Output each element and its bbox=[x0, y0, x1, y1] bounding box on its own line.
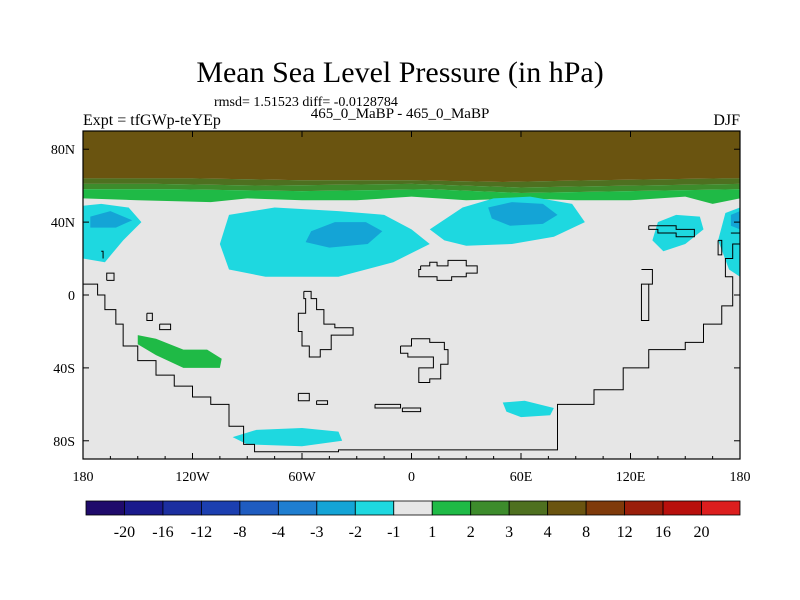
colorbar-swatch bbox=[85, 500, 125, 516]
colorbar-label: -4 bbox=[272, 524, 285, 541]
coastline-13 bbox=[640, 268, 653, 322]
plot-area bbox=[82, 130, 741, 460]
coastline-6 bbox=[297, 392, 310, 402]
colorbar-swatch bbox=[701, 500, 741, 516]
colorbar-swatch bbox=[162, 500, 202, 516]
y-tick-label: 0 bbox=[68, 289, 75, 304]
x-tick-label: 180 bbox=[730, 470, 751, 485]
coastline-0 bbox=[106, 272, 115, 281]
coastline-1 bbox=[101, 250, 104, 259]
coastline-10 bbox=[418, 259, 478, 281]
x-tick-label: 120E bbox=[616, 470, 646, 485]
region-s-atlantic-low bbox=[232, 428, 343, 447]
colorbar-label: -16 bbox=[152, 524, 173, 541]
coastline-2 bbox=[83, 243, 740, 453]
coastline-5 bbox=[297, 290, 354, 358]
colorbar-label: -3 bbox=[310, 524, 323, 541]
x-tick-label: 0 bbox=[408, 470, 415, 485]
coastline-8 bbox=[374, 403, 402, 409]
colorbar-label: 16 bbox=[655, 524, 671, 541]
colorbar-swatch bbox=[316, 500, 356, 516]
x-tick-label: 60W bbox=[288, 470, 316, 485]
x-tick-label: 120W bbox=[175, 470, 210, 485]
coastline-7 bbox=[316, 400, 329, 405]
colorbar-swatch bbox=[470, 500, 510, 516]
colorbar-label: 20 bbox=[694, 524, 710, 541]
colorbar-swatch bbox=[547, 500, 587, 516]
coastline-4 bbox=[159, 323, 172, 331]
coastline-9 bbox=[401, 407, 422, 413]
colorbar-swatch bbox=[393, 500, 433, 516]
x-tick-label: 60E bbox=[510, 470, 533, 485]
colorbar-label: 2 bbox=[467, 524, 475, 541]
colorbar-label: 3 bbox=[505, 524, 513, 541]
chart-title: Mean Sea Level Pressure (in hPa) bbox=[196, 56, 604, 89]
colorbar-label: -20 bbox=[114, 524, 135, 541]
stats-text: rmsd= 1.51523 diff= -0.0128784 bbox=[214, 95, 398, 110]
colorbar-swatch bbox=[354, 500, 395, 516]
colorbar: -20 -16 -12 -8 -4 -3 -2 -1 1 2 3 4 8 12 16 20 bbox=[85, 500, 741, 541]
region-arctic-high bbox=[83, 131, 740, 183]
colorbar-swatch bbox=[662, 500, 702, 516]
colorbar-label: -12 bbox=[191, 524, 212, 541]
colorbar-swatch bbox=[624, 500, 664, 516]
colorbar-swatch bbox=[124, 500, 164, 516]
x-axis: 180 120W 60W 0 60E 120E 180 bbox=[73, 131, 751, 485]
region-eurasia-low-core bbox=[488, 202, 558, 226]
x-tick-label: 180 bbox=[73, 470, 94, 485]
colorbar-swatch bbox=[508, 500, 549, 516]
y-axis: 80N 40N 0 40S 80S bbox=[51, 143, 740, 450]
region-arctic-band-4 bbox=[83, 178, 740, 188]
colorbar-label: -8 bbox=[233, 524, 246, 541]
colorbar-swatch bbox=[585, 500, 625, 516]
region-atlantic-low-core bbox=[305, 222, 383, 248]
colorbar-label: 1 bbox=[428, 524, 436, 541]
colorbar-swatch bbox=[277, 500, 318, 516]
coastline-11 bbox=[400, 338, 449, 383]
colorbar-label: 8 bbox=[582, 524, 590, 541]
colorbar-label: -2 bbox=[349, 524, 362, 541]
region-e-asia-low bbox=[652, 214, 704, 252]
coastline-3 bbox=[146, 312, 153, 322]
region-arctic-band-2 bbox=[83, 189, 740, 204]
colorbar-label: -1 bbox=[387, 524, 400, 541]
colorbar-swatch bbox=[431, 500, 472, 516]
colorbar-label: 12 bbox=[617, 524, 633, 541]
season-label: DJF bbox=[713, 112, 740, 129]
region-s-indian-low bbox=[502, 400, 554, 418]
colorbar-label: 4 bbox=[544, 524, 552, 541]
colorbar-swatch bbox=[239, 500, 279, 516]
y-tick-label: 80N bbox=[51, 143, 75, 158]
coastline-12 bbox=[648, 225, 695, 238]
y-tick-label: 80S bbox=[53, 435, 75, 450]
y-tick-label: 40N bbox=[51, 216, 75, 231]
region-s-pacific-high bbox=[137, 335, 222, 368]
region-arctic-band-3 bbox=[83, 183, 740, 193]
experiment-label: Expt = tfGWp-teYEp bbox=[83, 112, 221, 129]
chart-subtitle: 465_0_MaBP - 465_0_MaBP bbox=[310, 106, 490, 122]
region-ne-pacific-core bbox=[730, 211, 740, 230]
y-tick-label: 40S bbox=[53, 362, 75, 377]
region-pacific-low bbox=[90, 211, 133, 228]
colorbar-swatch bbox=[201, 500, 241, 516]
coastline-14 bbox=[717, 239, 723, 256]
